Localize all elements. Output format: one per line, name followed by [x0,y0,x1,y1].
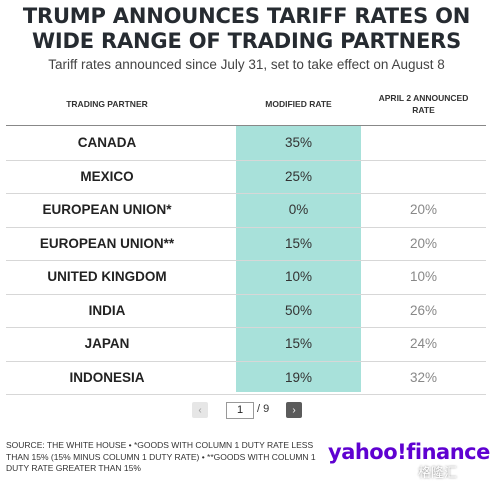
row-divider [6,159,486,161]
row-divider [6,360,486,362]
row-divider [6,293,486,295]
header-modified-rate: MODIFIED RATE [265,99,332,109]
header-april-rate: APRIL 2 ANNOUNCED RATE [361,92,486,116]
chart-title: TRUMP ANNOUNCES TARIFF RATES ON WIDE RAN… [0,4,493,54]
row-divider [6,394,486,395]
row-divider [6,193,486,194]
prev-page-button[interactable]: ‹ [192,402,208,418]
title-line-1: TRUMP ANNOUNCES TARIFF RATES ON [22,4,471,28]
april-rate-cell: 26% [409,302,438,318]
source-note: SOURCE: THE WHITE HOUSE • *GOODS WITH CO… [6,440,316,473]
title-line-2: WIDE RANGE OF TRADING PARTNERS [31,29,462,53]
next-page-button[interactable]: › [286,402,302,418]
partner-cell: EUROPEAN UNION* [42,202,172,217]
partner-cell: INDIA [88,302,126,318]
page-number-input[interactable]: 1 [226,402,254,419]
modified-rate-cell: 25% [284,168,313,184]
april-rate-cell: 24% [409,336,438,351]
page-total: / 9 [257,403,270,415]
row-divider [6,226,486,228]
header-trading-partner: TRADING PARTNER [66,99,148,109]
april-rate-cell: 32% [409,369,438,385]
april-rate-cell: 20% [409,235,438,251]
partner-cell: INDONESIA [69,369,145,385]
header-divider [6,125,486,126]
modified-rate-cell: 50% [284,302,313,318]
row-divider [6,327,486,328]
partner-cell: UNITED KINGDOM [47,269,167,284]
modified-rate-cell: 0% [288,202,309,217]
modified-rate-cell: 15% [284,336,313,351]
partner-cell: EUROPEAN UNION** [39,235,175,251]
april-rate-cell: 20% [409,202,438,217]
row-divider [6,260,486,261]
partner-cell: CANADA [77,135,137,150]
april-rate-cell: 10% [409,269,438,284]
modified-rate-cell: 15% [284,235,313,251]
modified-rate-cell: 35% [284,135,313,150]
modified-rate-cell: 10% [284,269,313,284]
partner-cell: JAPAN [84,336,130,351]
subtitle: Tariff rates announced since July 31, se… [48,57,445,72]
header-april-line-2: RATE [412,105,435,115]
modified-rate-highlight [236,126,361,392]
header-april-line-1: APRIL 2 ANNOUNCED [378,93,469,103]
yahoo-finance-logo: yahoo!finance [328,440,490,464]
watermark: 格隆汇 [418,465,458,480]
modified-rate-cell: 19% [284,369,313,385]
partner-cell: MEXICO [80,168,134,184]
